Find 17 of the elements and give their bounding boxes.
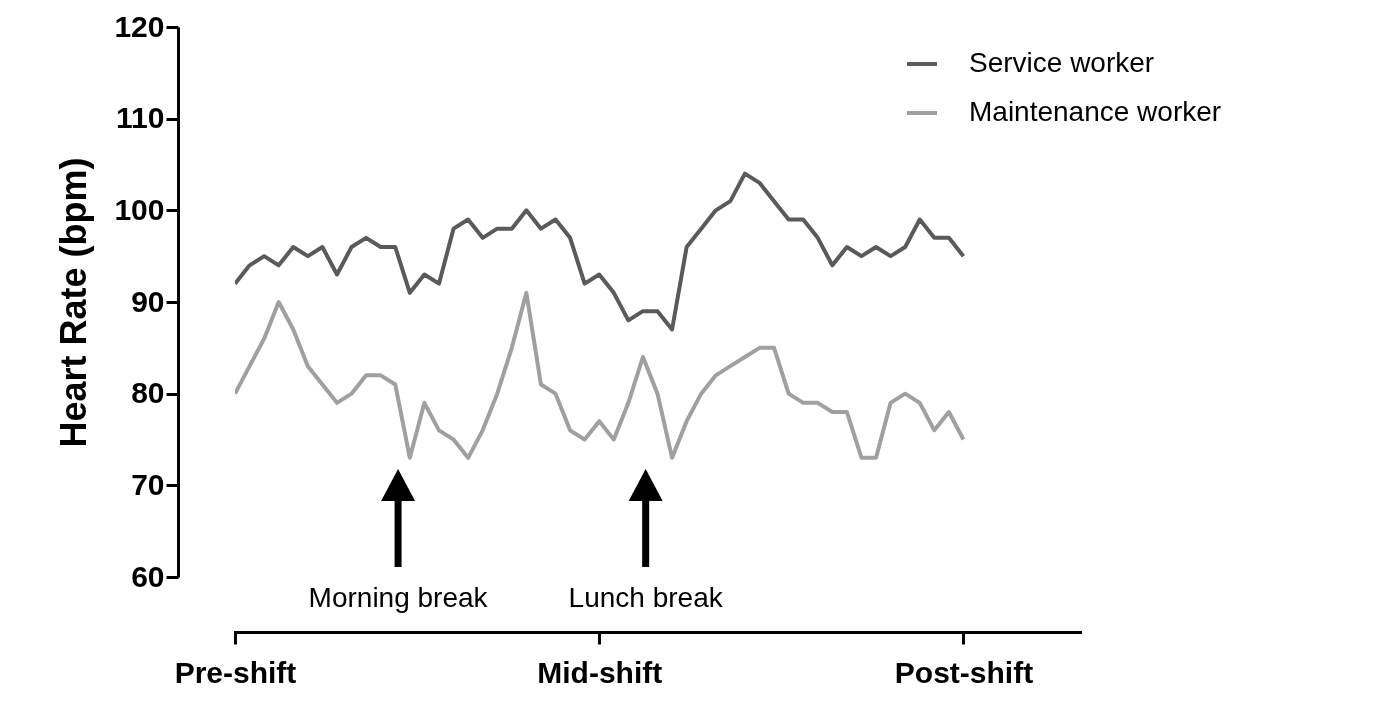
legend-label: Maintenance worker bbox=[969, 96, 1222, 127]
y-tick-label: 80 bbox=[131, 376, 165, 410]
y-tick-label: 90 bbox=[131, 284, 165, 318]
y-tick-label: 70 bbox=[131, 467, 165, 501]
line-series bbox=[235, 290, 966, 460]
y-tick-label: 100 bbox=[114, 192, 165, 226]
y-tick-label: 120 bbox=[114, 9, 165, 43]
x-tick-label: Pre-shift bbox=[174, 655, 297, 689]
y-tick-label: 60 bbox=[131, 559, 165, 593]
text: Lunch break bbox=[568, 582, 724, 613]
y-tick-label: 110 bbox=[116, 101, 165, 135]
line-series bbox=[235, 171, 966, 332]
x-tick-label: Mid-shift bbox=[537, 655, 663, 689]
x-tick-label: Post-shift bbox=[894, 655, 1034, 689]
legend-label: Service worker bbox=[969, 47, 1155, 78]
y-axis-title: Heart Rate (bpm) bbox=[53, 157, 95, 448]
text: Morning break bbox=[308, 582, 489, 613]
